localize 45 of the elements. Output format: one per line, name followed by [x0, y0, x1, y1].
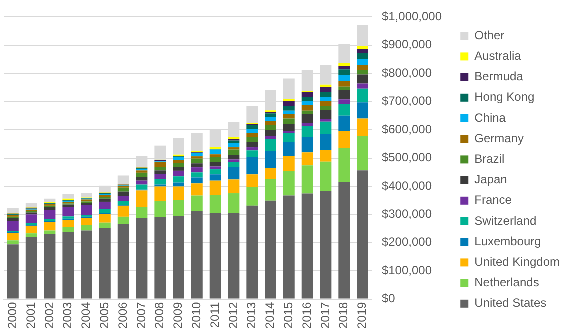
legend-label: Luxembourg [474, 234, 542, 248]
legend-label: Other [474, 28, 505, 42]
legend-label: Germany [474, 131, 524, 146]
legend-label: Brazil [474, 152, 505, 166]
x-tick-label: 2003 [60, 302, 75, 330]
x-tick-label: 2001 [24, 302, 38, 330]
x-tick-label: 2012 [226, 302, 240, 330]
x-tick-label: 2005 [98, 302, 112, 330]
legend-label: Netherlands [474, 276, 540, 290]
legend-label: Switzerland [474, 214, 537, 228]
y-tick-label: $0 [382, 292, 396, 306]
y-tick-label: $800,000 [382, 66, 432, 80]
x-tick-label: 2017 [318, 302, 332, 330]
legend-label: Bermuda [474, 70, 524, 84]
x-tick-label: 2013 [244, 302, 259, 330]
y-tick-label: $1,000,000 [382, 10, 442, 24]
legend-label: United Kingdom [474, 255, 560, 270]
legend-label: Australia [474, 49, 522, 64]
y-tick-label: $100,000 [382, 263, 432, 278]
y-tick-label: $900,000 [382, 38, 432, 52]
y-tick-label: $200,000 [382, 235, 432, 250]
x-tick-label: 2010 [189, 302, 204, 330]
x-tick-label: 2018 [336, 302, 351, 330]
y-tick-label: $300,000 [382, 206, 432, 221]
legend-label: Hong Kong [474, 90, 535, 104]
x-tick-label: 2019 [355, 302, 370, 330]
legend-label: France [474, 193, 512, 208]
x-tick-label: 2009 [171, 302, 186, 330]
x-tick-label: 2014 [263, 302, 278, 330]
y-tick-label: $600,000 [382, 122, 432, 136]
x-tick-label: 2000 [6, 302, 20, 330]
x-tick-label: 2015 [281, 302, 296, 330]
x-tick-label: 2004 [79, 302, 94, 330]
legend-label: United States [474, 296, 547, 310]
x-tick-label: 2011 [208, 302, 222, 328]
legend-label: Japan [474, 172, 508, 187]
x-tick-label: 2002 [42, 302, 56, 330]
x-tick-label: 2016 [300, 302, 314, 330]
x-tick-label: 2006 [116, 302, 130, 330]
y-tick-label: $400,000 [382, 178, 432, 193]
legend-label: China [474, 110, 506, 125]
x-tick-label: 2008 [152, 302, 167, 330]
x-tick-label: 2007 [134, 302, 148, 330]
y-tick-label: $700,000 [382, 94, 432, 108]
y-tick-label: $500,000 [382, 150, 432, 165]
